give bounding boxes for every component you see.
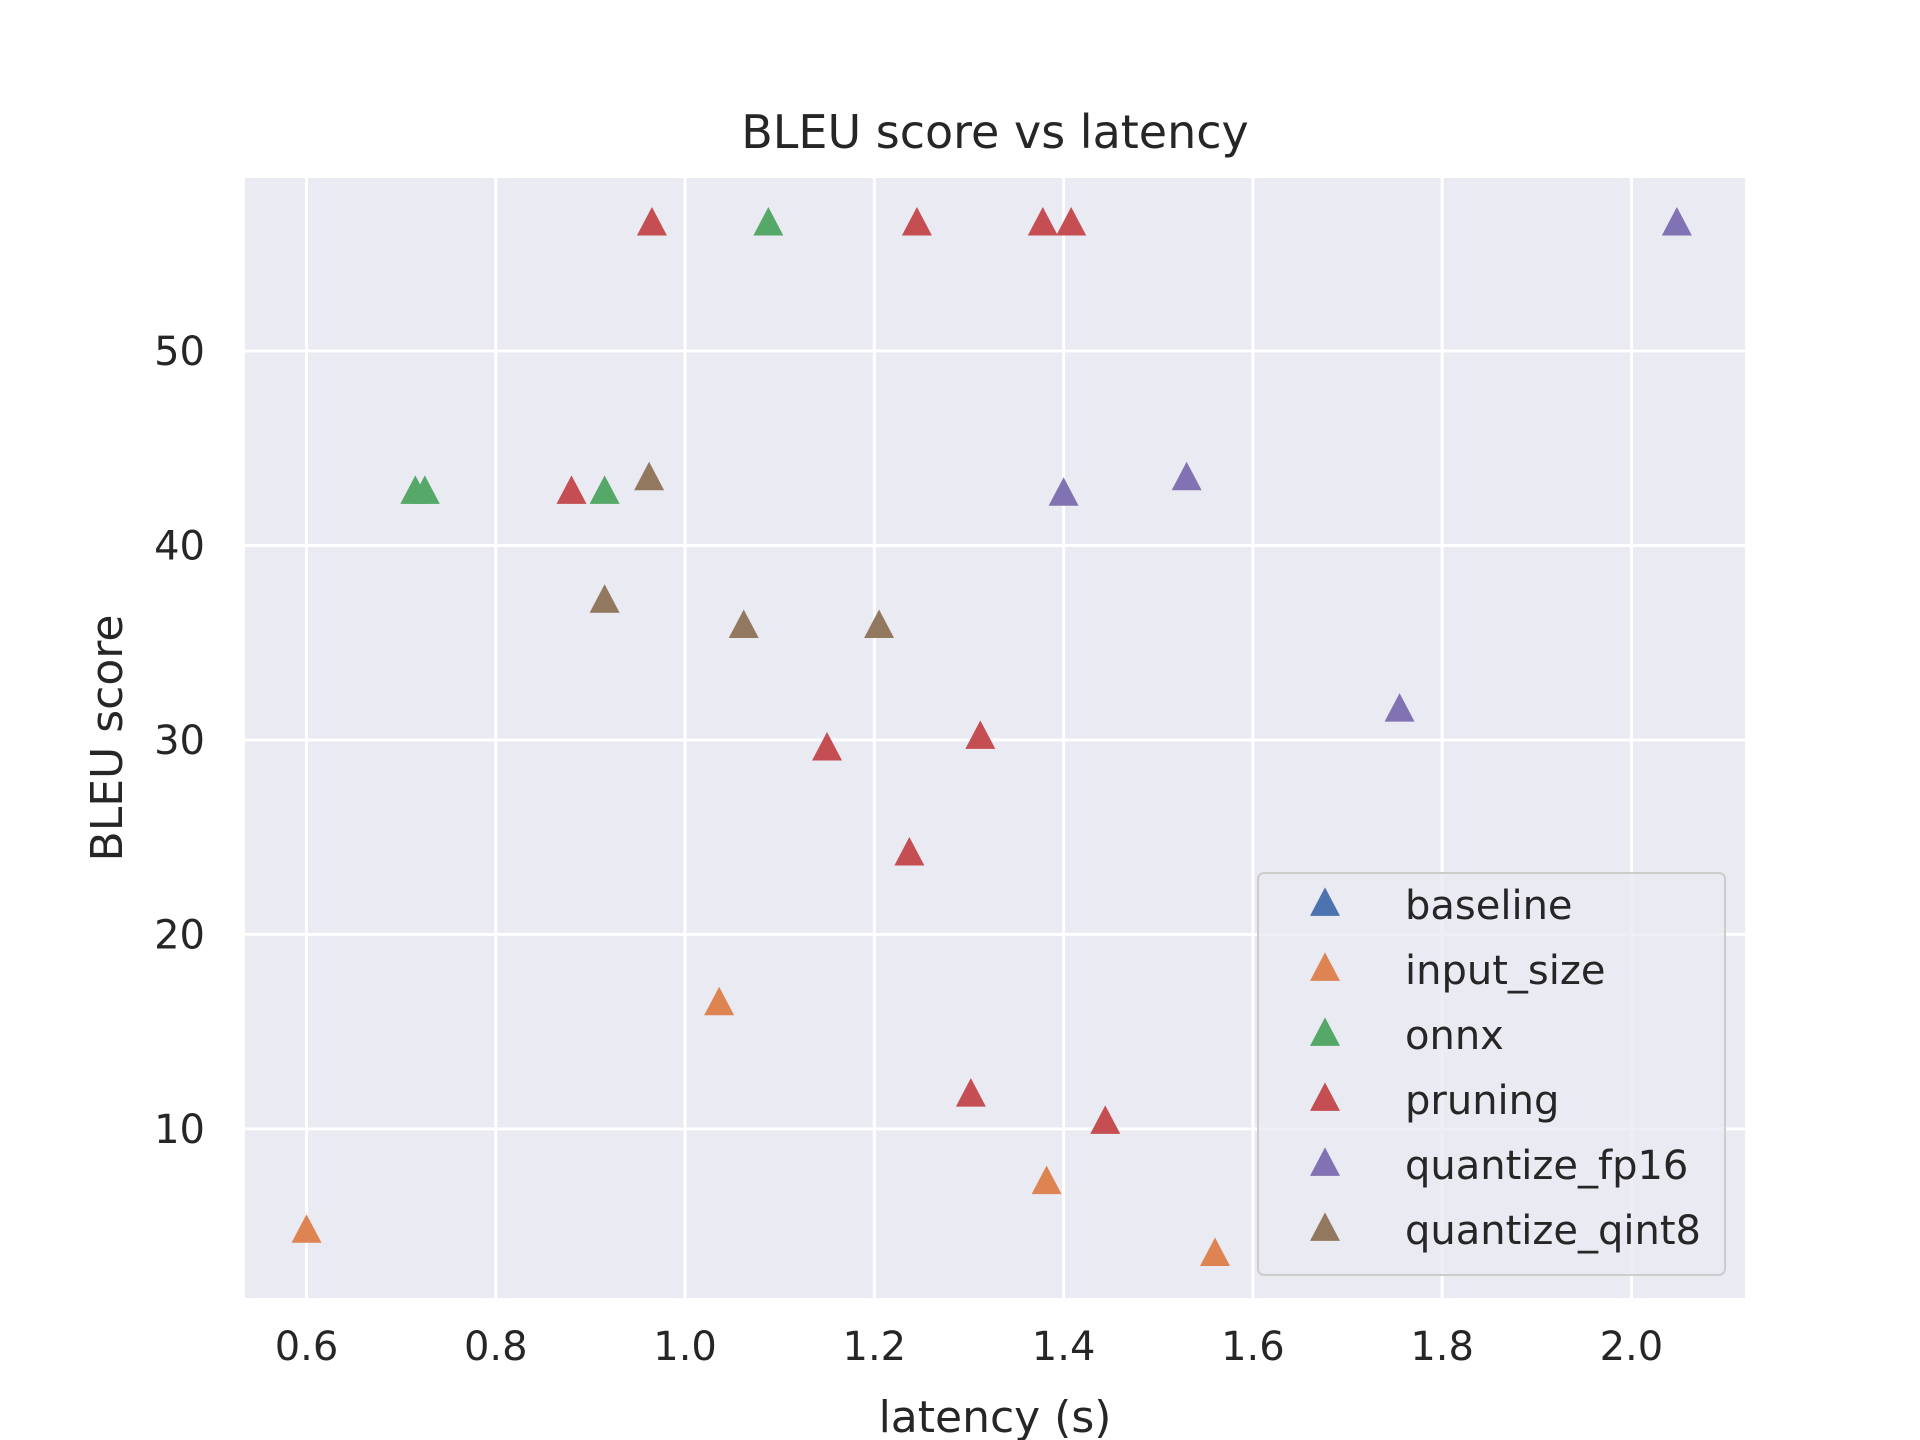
- legend-marker-quantize_fp16: [1310, 1147, 1340, 1176]
- legend-marker-onnx: [1310, 1017, 1340, 1046]
- point-pruning: [955, 1078, 986, 1107]
- legend-box: [1257, 872, 1726, 1276]
- point-onnx: [409, 475, 440, 504]
- point-pruning: [636, 206, 667, 236]
- x-tick-label: 1.0: [653, 1324, 717, 1370]
- point-quantize_qint8: [589, 584, 620, 613]
- legend-label-pruning: pruning: [1405, 1078, 1559, 1124]
- x-tick-label: 0.6: [275, 1324, 339, 1370]
- x-tick-labels: 0.6 0.8 1.0 1.2 1.4 1.6 1.8 2.0: [275, 1324, 1664, 1370]
- point-pruning: [1027, 206, 1058, 236]
- point-pruning: [901, 206, 932, 236]
- point-input_size: [704, 986, 735, 1016]
- y-tick-labels: 10 20 30 40 50: [154, 329, 205, 1153]
- data-points: [291, 206, 1692, 1267]
- legend-label-baseline: baseline: [1405, 883, 1573, 929]
- point-pruning: [1090, 1105, 1121, 1134]
- legend-label-onnx: onnx: [1405, 1013, 1504, 1059]
- legend-label-quantize_qint8: quantize_qint8: [1405, 1208, 1701, 1254]
- x-axis-label: latency (s): [879, 1392, 1112, 1440]
- x-tick-label: 1.8: [1410, 1324, 1474, 1370]
- y-tick-label: 40: [154, 524, 205, 570]
- point-input_size: [1200, 1237, 1231, 1267]
- point-pruning: [965, 720, 996, 749]
- point-quantize_fp16: [1048, 477, 1079, 506]
- x-tick-label: 0.8: [464, 1324, 528, 1370]
- point-input_size: [291, 1214, 322, 1243]
- point-onnx: [753, 206, 784, 236]
- point-pruning: [812, 731, 843, 761]
- point-pruning: [1056, 206, 1087, 236]
- y-axis-label: BLEU score: [82, 615, 133, 862]
- y-tick-label: 20: [154, 912, 205, 958]
- point-pruning: [556, 475, 587, 504]
- x-tick-label: 1.6: [1221, 1324, 1285, 1370]
- point-onnx: [589, 475, 620, 504]
- point-quantize_qint8: [728, 609, 759, 638]
- legend-marker-pruning: [1310, 1082, 1340, 1111]
- x-tick-label: 2.0: [1600, 1324, 1664, 1370]
- legend-marker-input_size: [1310, 952, 1340, 981]
- point-input_size: [1031, 1165, 1062, 1195]
- point-quantize_fp16: [1384, 693, 1415, 722]
- y-tick-label: 50: [154, 329, 205, 375]
- point-quantize_qint8: [634, 461, 665, 491]
- point-quantize_qint8: [864, 609, 895, 638]
- point-pruning: [894, 836, 925, 866]
- legend-label-input_size: input_size: [1405, 948, 1605, 994]
- legend-marker-baseline: [1310, 887, 1340, 916]
- x-tick-label: 1.4: [1032, 1324, 1096, 1370]
- legend-label-quantize_fp16: quantize_fp16: [1405, 1143, 1688, 1189]
- point-quantize_fp16: [1171, 461, 1202, 491]
- point-quantize_fp16: [1661, 206, 1692, 236]
- x-tick-label: 1.2: [843, 1324, 907, 1370]
- chart-title: BLEU score vs latency: [741, 105, 1249, 159]
- y-tick-label: 30: [154, 718, 205, 764]
- legend-marker-quantize_qint8: [1310, 1212, 1340, 1241]
- y-tick-label: 10: [154, 1107, 205, 1153]
